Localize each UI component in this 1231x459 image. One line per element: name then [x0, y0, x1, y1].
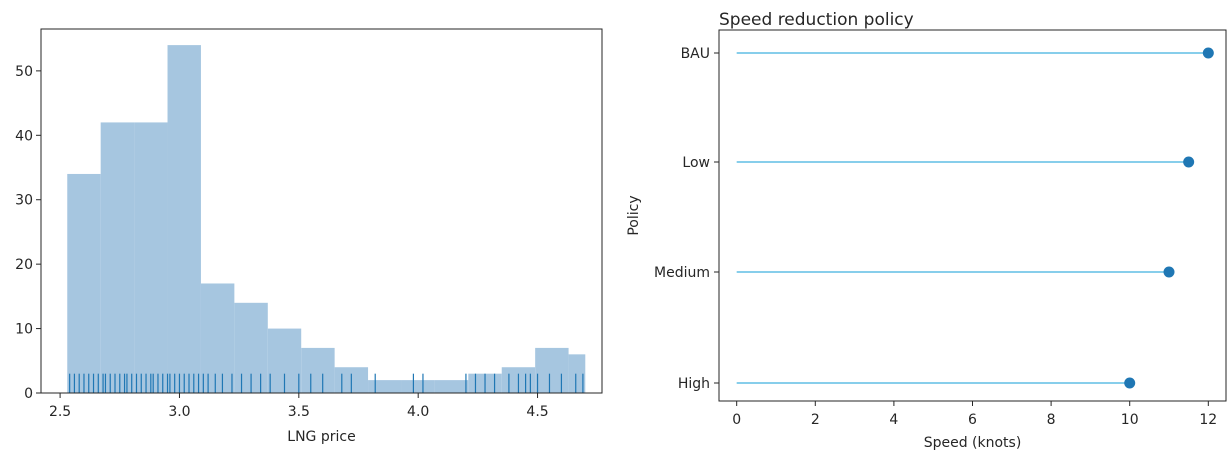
y-tick-label: 10 [15, 322, 33, 338]
x-axis-label: Speed (knots) [924, 435, 1022, 451]
x-tick-label: 10 [1121, 412, 1139, 428]
hist-bar-2 [134, 122, 168, 394]
x-tick-label: 8 [1047, 412, 1056, 428]
histogram-chart: 2.5 3.0 3.5 4.0 4.5 0 10 20 30 40 50 LNG price [15, 28, 603, 445]
y-axis-label: Policy [626, 195, 642, 235]
hist-bar-7 [301, 347, 335, 393]
plot-frame [40, 28, 603, 394]
hist-bar-14 [535, 347, 569, 393]
plot-frame [718, 29, 1227, 402]
hist-bar-4 [200, 283, 235, 393]
x-tick-label: 6 [968, 412, 977, 428]
y-tick-label: Low [682, 155, 710, 171]
x-tick-label: 2 [811, 412, 820, 428]
x-axis-label: LNG price [287, 429, 355, 445]
marker-medium [1163, 266, 1175, 278]
hist-bar-11 [434, 380, 469, 393]
x-tick-label: 4.0 [407, 404, 429, 420]
y-tick-label: 0 [24, 386, 33, 402]
y-tick-label: High [678, 376, 710, 392]
hist-bar-0 [67, 173, 101, 393]
y-tick-label: 30 [15, 193, 33, 209]
marker-high [1124, 377, 1136, 389]
x-tick-label: 12 [1199, 412, 1217, 428]
x-tick-label: 2.5 [49, 404, 71, 420]
x-tick-label: 3.5 [288, 404, 310, 420]
x-tick-label: 4.5 [526, 404, 548, 420]
x-tick-label: 4 [889, 412, 898, 428]
x-tick-label: 0 [732, 412, 741, 428]
hist-bar-15 [568, 354, 586, 393]
hist-bar-3 [167, 45, 201, 393]
x-tick-label: 3.0 [168, 404, 190, 420]
y-tick-label: BAU [681, 46, 710, 62]
y-tick-label: 20 [15, 257, 33, 273]
chart-title: Speed reduction policy [719, 10, 914, 30]
marker-low [1183, 156, 1195, 168]
y-tick-label: Medium [654, 265, 710, 281]
hist-bar-1 [100, 122, 135, 394]
y-tick-label: 40 [15, 128, 33, 144]
lollipop-chart: Speed reduction policy BAU Low Medium High 0… [626, 10, 1227, 451]
y-tick-label: 50 [15, 64, 33, 80]
hist-bar-9 [368, 380, 402, 393]
marker-bau [1202, 47, 1214, 59]
hist-bar-10 [401, 380, 435, 393]
